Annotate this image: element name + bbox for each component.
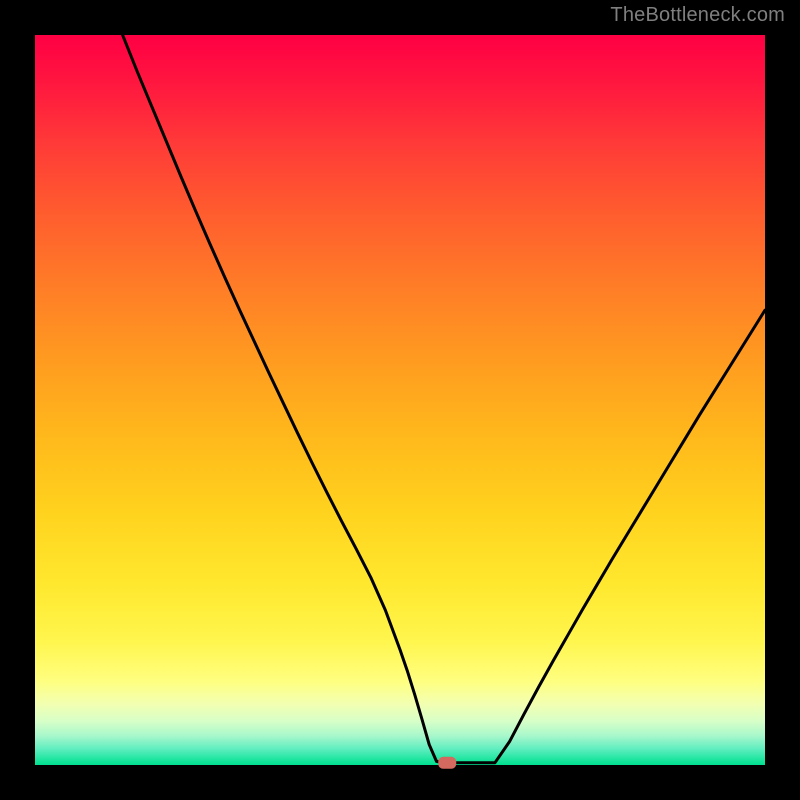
curve-line — [123, 35, 765, 763]
watermark-text: TheBottleneck.com — [610, 4, 785, 27]
plot-area — [35, 35, 765, 765]
figure-root: TheBottleneck.com — [0, 0, 800, 800]
bottleneck-curve — [35, 35, 765, 765]
optimal-point-marker — [439, 757, 457, 769]
